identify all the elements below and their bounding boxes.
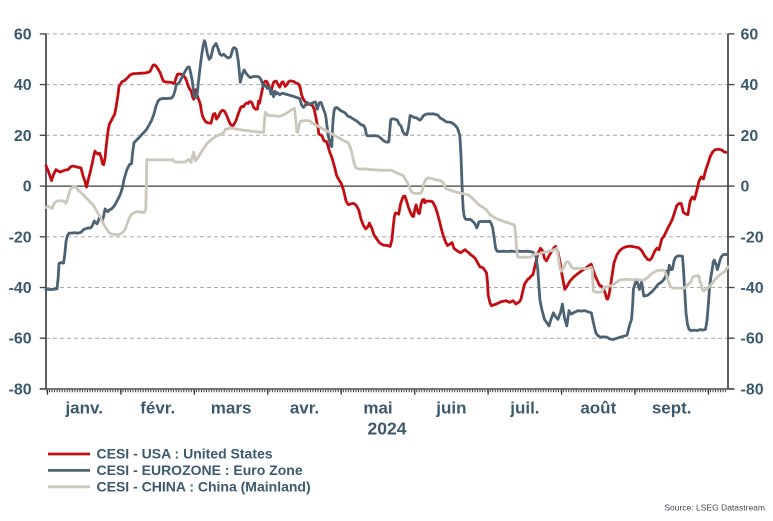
svg-text:-20: -20 [741, 229, 764, 246]
svg-text:CESI - CHINA : China (Mainland: CESI - CHINA : China (Mainland) [97, 478, 311, 494]
svg-text:-80: -80 [9, 381, 32, 398]
svg-text:juil.: juil. [509, 399, 539, 418]
svg-text:avr.: avr. [290, 399, 319, 418]
svg-text:-60: -60 [9, 331, 32, 348]
svg-text:CESI - EUROZONE : Euro Zone: CESI - EUROZONE : Euro Zone [97, 462, 303, 478]
svg-text:CESI - USA : United States: CESI - USA : United States [97, 446, 273, 462]
svg-text:20: 20 [741, 128, 759, 145]
svg-text:-20: -20 [9, 229, 32, 246]
svg-text:20: 20 [14, 128, 32, 145]
svg-text:-40: -40 [741, 280, 764, 297]
svg-text:janv.: janv. [64, 399, 102, 418]
svg-text:-80: -80 [741, 381, 764, 398]
svg-text:40: 40 [741, 77, 759, 94]
svg-text:-60: -60 [741, 331, 764, 348]
svg-text:févr.: févr. [140, 399, 175, 418]
svg-text:60: 60 [741, 26, 759, 43]
svg-text:mai: mai [363, 399, 392, 418]
svg-text:2024: 2024 [368, 419, 407, 439]
svg-text:0: 0 [23, 179, 32, 196]
svg-text:40: 40 [14, 77, 32, 94]
svg-text:mars: mars [211, 399, 252, 418]
svg-text:Source: LSEG Datastream: Source: LSEG Datastream [664, 503, 765, 513]
svg-text:sept.: sept. [652, 399, 692, 418]
svg-text:-40: -40 [9, 280, 32, 297]
svg-text:60: 60 [14, 26, 32, 43]
svg-text:juin: juin [435, 399, 466, 418]
svg-text:0: 0 [741, 179, 750, 196]
svg-text:août: août [580, 399, 616, 418]
